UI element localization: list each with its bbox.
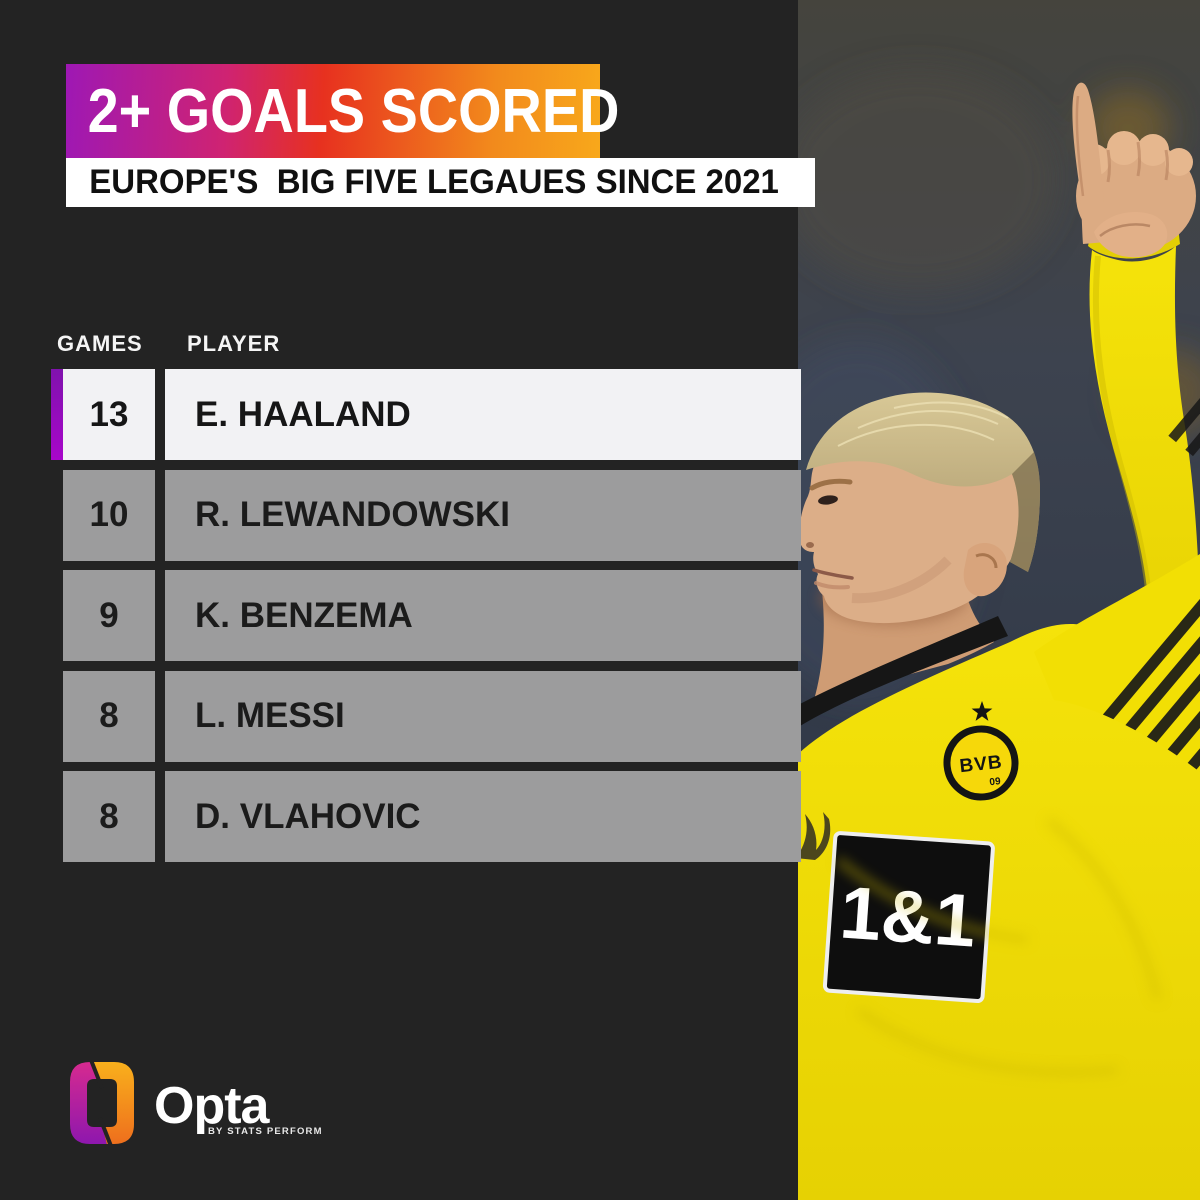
stats-perform-label: BY STATS PERFORM xyxy=(208,1126,323,1137)
player-photo-illustration: BVB 09 1&1 xyxy=(798,0,1200,1200)
table-row: 13 E. HAALAND xyxy=(51,369,801,460)
jersey-folds xyxy=(835,817,1162,1076)
championship-star-icon xyxy=(971,701,993,721)
player-head xyxy=(799,392,1040,624)
column-header-player: PLAYER xyxy=(187,331,281,356)
table-row: 9 K. BENZEMA xyxy=(63,570,801,661)
hair xyxy=(806,392,1040,572)
sponsor-text: 1&1 xyxy=(837,870,978,962)
table-row: 8 L. MESSI xyxy=(63,670,801,762)
subtitle: EUROPE'S BIG FIVE LEGAUES SINCE 2021 xyxy=(89,163,779,201)
player-name: L. MESSI xyxy=(165,670,801,762)
column-header-games: GAMES xyxy=(57,331,143,356)
highlight-accent-bar xyxy=(51,369,63,460)
jersey-torso xyxy=(798,623,1200,1200)
table-row: 10 R. LEWANDOWSKI xyxy=(63,469,801,561)
opta-branding: Opta BY STATS PERFORM xyxy=(70,1060,370,1160)
opta-wordmark: Opta xyxy=(154,1077,269,1135)
sleeve-stripe-trim xyxy=(1148,268,1200,462)
player-name: R. LEWANDOWSKI xyxy=(165,469,801,561)
games-value: 10 xyxy=(63,469,155,561)
pointing-hand xyxy=(1072,82,1196,258)
badge-year: 09 xyxy=(989,776,1002,788)
puma-logo xyxy=(798,812,831,860)
table-row: 8 D. VLAHOVIC xyxy=(63,771,801,862)
opta-logo-icon xyxy=(70,1062,134,1144)
sponsor-patch: 1&1 xyxy=(822,831,995,1004)
index-finger xyxy=(1072,82,1106,244)
stats-table: 13 E. HAALAND 10 R. LEWANDOWSKI 9 K. BEN… xyxy=(51,369,801,872)
player-photo: BVB 09 1&1 xyxy=(798,0,1200,1200)
hair-streaks xyxy=(837,401,1009,447)
page-title: 2+ GOALS SCORED xyxy=(87,76,620,146)
games-value: 13 xyxy=(63,369,155,460)
ear xyxy=(963,543,1007,597)
player-name: K. BENZEMA xyxy=(165,570,801,661)
player-name: D. VLAHOVIC xyxy=(165,771,801,862)
games-value: 9 xyxy=(63,570,155,661)
shoulder-panel xyxy=(1034,554,1200,772)
facial-features xyxy=(806,478,854,590)
bvb-badge: BVB 09 xyxy=(943,725,1019,801)
player-name: E. HAALAND xyxy=(165,369,801,460)
games-value: 8 xyxy=(63,771,155,862)
badge-text: BVB xyxy=(959,752,1004,777)
subtitle-bar: EUROPE'S BIG FIVE LEGAUES SINCE 2021 xyxy=(66,158,815,207)
games-value: 8 xyxy=(63,670,155,762)
title-banner: 2+ GOALS SCORED xyxy=(66,64,619,158)
jersey-collar xyxy=(798,616,1008,726)
